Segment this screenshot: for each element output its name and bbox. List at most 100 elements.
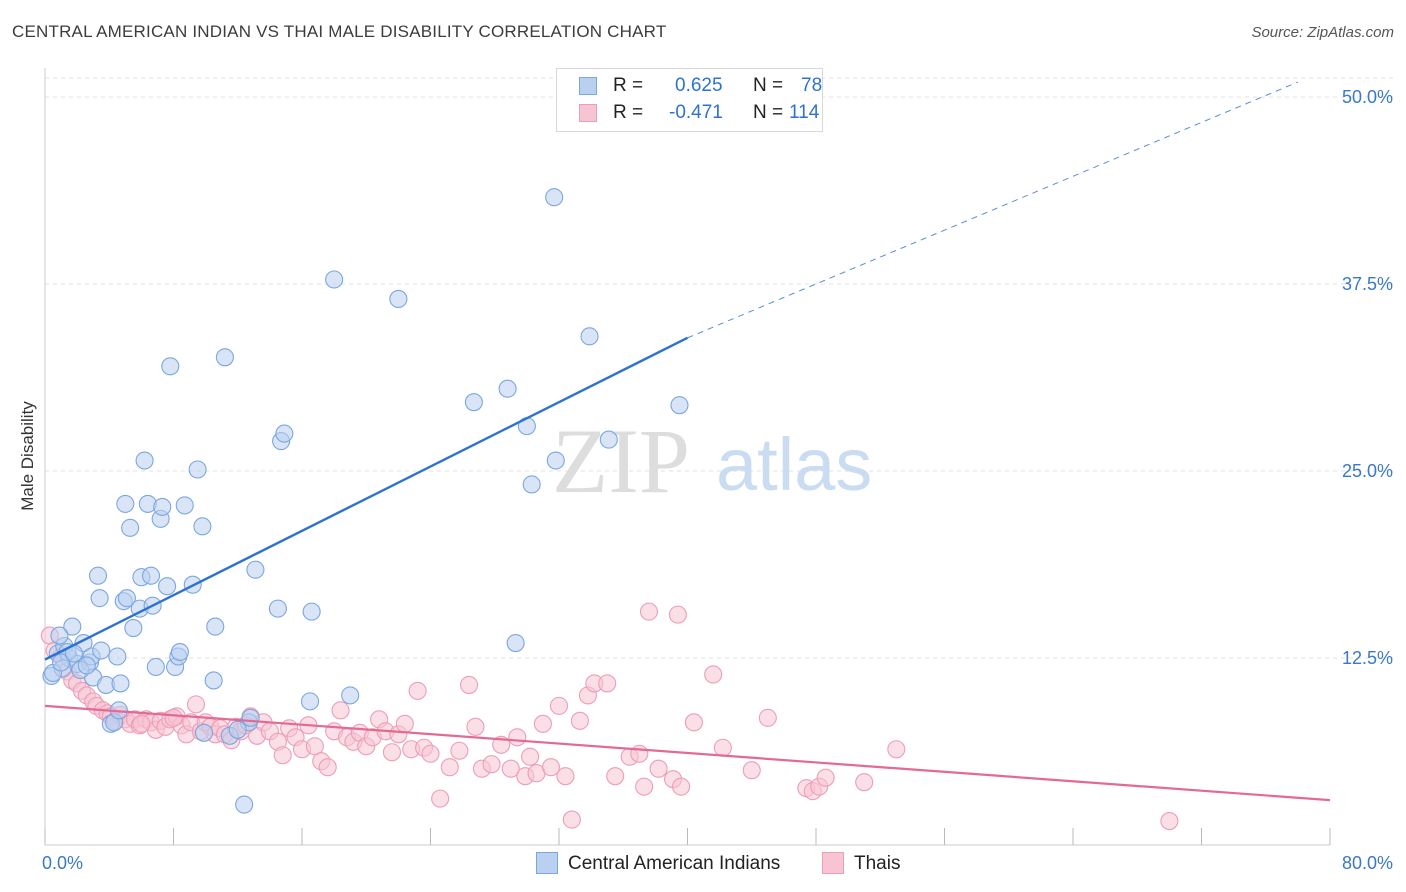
blue-point bbox=[389, 289, 408, 309]
pink-point bbox=[570, 711, 589, 730]
y-tick-label: 12.5% bbox=[1342, 648, 1393, 668]
blue-point bbox=[77, 656, 96, 675]
blue-trend-extension bbox=[687, 81, 1299, 339]
blue-point bbox=[146, 657, 165, 677]
pink-point bbox=[186, 695, 206, 714]
blue-point bbox=[325, 270, 344, 289]
watermark: ZIP atlas bbox=[552, 410, 872, 512]
blue-point bbox=[117, 589, 136, 608]
blue-point bbox=[161, 357, 180, 376]
legend-n-label: N = bbox=[753, 75, 784, 96]
blue-point bbox=[498, 379, 517, 398]
blue-point bbox=[670, 396, 689, 415]
blue-point bbox=[193, 517, 212, 536]
series-swatch-blue bbox=[536, 852, 558, 874]
blue-point bbox=[175, 496, 194, 515]
legend-r-value: 0.625 bbox=[675, 75, 723, 96]
pink-point bbox=[508, 728, 527, 747]
blue-point bbox=[108, 647, 127, 666]
blue-point bbox=[599, 430, 618, 449]
blue-point bbox=[170, 642, 189, 662]
pink-point bbox=[132, 714, 151, 733]
pink-point bbox=[421, 744, 440, 763]
blue-point bbox=[92, 641, 111, 660]
pink-point bbox=[549, 696, 569, 715]
pink-point bbox=[533, 714, 552, 733]
pink-point bbox=[450, 741, 469, 760]
pink-point bbox=[684, 713, 703, 732]
pink-point bbox=[466, 717, 485, 736]
blue-point bbox=[341, 686, 360, 705]
pink-point bbox=[501, 759, 520, 778]
pink-point bbox=[816, 768, 835, 787]
legend-swatch-blue bbox=[579, 77, 597, 95]
blue-point bbox=[188, 460, 207, 479]
pink-point bbox=[318, 758, 337, 777]
pink-point bbox=[305, 737, 324, 756]
pink-point bbox=[164, 708, 183, 727]
pink-point bbox=[758, 708, 777, 727]
blue-point bbox=[204, 671, 223, 690]
y-tick-label: 37.5% bbox=[1342, 274, 1393, 294]
legend-r-label: R = bbox=[613, 102, 644, 123]
blue-point bbox=[153, 497, 172, 516]
pink-point bbox=[273, 746, 292, 765]
blue-point bbox=[300, 692, 320, 711]
blue-point bbox=[246, 560, 265, 579]
x-tick-label: 0.0% bbox=[42, 853, 83, 873]
pink-trend-line bbox=[44, 704, 1331, 802]
legend-r-label: R = bbox=[613, 75, 644, 96]
pink-point bbox=[331, 701, 350, 720]
blue-point bbox=[228, 720, 247, 739]
pink-point bbox=[668, 605, 687, 624]
watermark-zip: ZIP bbox=[552, 410, 690, 512]
blue-point bbox=[206, 617, 225, 636]
legend-r-value: -0.471 bbox=[669, 102, 723, 123]
blue-point bbox=[121, 518, 140, 537]
blue-point bbox=[111, 674, 130, 693]
pink-point bbox=[382, 743, 402, 762]
pink-point bbox=[408, 681, 427, 700]
pink-points bbox=[40, 602, 1179, 831]
pink-point bbox=[713, 738, 732, 757]
blue-point bbox=[63, 617, 82, 636]
pink-point bbox=[521, 747, 540, 766]
blue-point bbox=[522, 475, 541, 494]
blue-point bbox=[158, 577, 177, 596]
legend-n-value: 78 bbox=[801, 75, 823, 96]
pink-point bbox=[431, 789, 450, 808]
blue-point bbox=[545, 188, 564, 207]
blue-point bbox=[116, 494, 135, 513]
blue-points bbox=[42, 188, 689, 814]
pink-point bbox=[1160, 812, 1179, 831]
blue-point bbox=[302, 602, 321, 621]
y-tick-label: 50.0% bbox=[1342, 87, 1393, 107]
legend-swatch-pink bbox=[579, 104, 597, 122]
blue-point bbox=[135, 451, 154, 470]
blue-point bbox=[194, 723, 214, 742]
pink-point bbox=[630, 744, 649, 763]
chart-title: CENTRAL AMERICAN INDIAN VS THAI MALE DIS… bbox=[12, 22, 667, 41]
pink-point bbox=[395, 714, 414, 733]
pink-point bbox=[482, 755, 501, 774]
legend-n-label: N = bbox=[753, 102, 784, 123]
blue-trend-line bbox=[44, 336, 689, 661]
series-label-blue: Central American Indians bbox=[568, 853, 781, 874]
axes bbox=[44, 68, 1331, 846]
blue-point bbox=[235, 795, 254, 814]
blue-point bbox=[124, 619, 143, 638]
pink-point bbox=[704, 665, 723, 684]
blue-point bbox=[141, 566, 161, 585]
series-label-pink: Thais bbox=[854, 853, 901, 874]
pink-point bbox=[598, 674, 617, 693]
pink-point bbox=[459, 675, 479, 694]
stats-legend: R = 0.625 N = 78 R = -0.471 N = 114 bbox=[556, 68, 823, 132]
series-swatch-pink bbox=[822, 852, 844, 874]
pink-point bbox=[440, 758, 459, 777]
blue-point bbox=[88, 566, 108, 585]
pink-point bbox=[635, 777, 654, 796]
pink-point bbox=[639, 602, 659, 621]
pink-point bbox=[649, 759, 668, 778]
legend-n-value: 114 bbox=[789, 102, 820, 123]
pink-point bbox=[562, 810, 581, 829]
